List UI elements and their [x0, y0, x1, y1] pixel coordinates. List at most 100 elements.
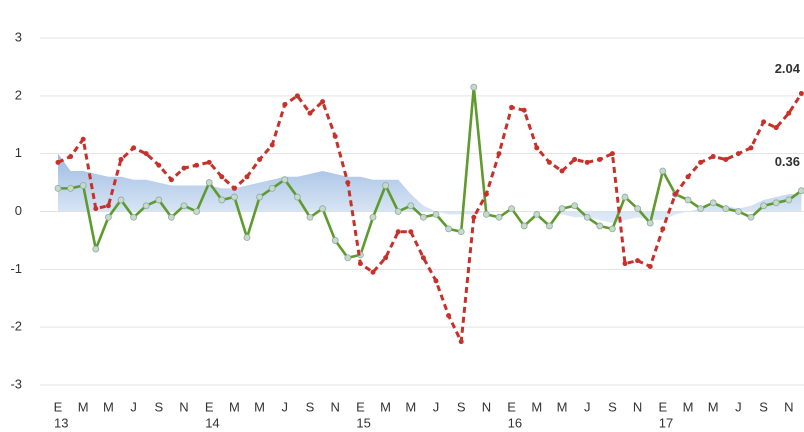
point	[735, 208, 742, 215]
point	[80, 136, 86, 142]
point	[231, 185, 237, 191]
x-tick-label: N	[179, 399, 188, 414]
point	[130, 213, 138, 221]
point	[205, 179, 213, 186]
point	[92, 245, 100, 253]
x-tick-label: M	[405, 399, 416, 414]
point	[268, 184, 276, 192]
point	[457, 228, 465, 236]
y-tick-label: -1	[10, 261, 22, 276]
point	[105, 213, 112, 221]
point	[584, 159, 590, 165]
point	[54, 184, 62, 192]
point	[357, 261, 363, 267]
x-tick-label: M	[531, 399, 542, 414]
point	[786, 110, 792, 116]
y-tick-label: 0	[15, 203, 22, 218]
point	[521, 107, 527, 113]
point	[105, 203, 111, 209]
x-tick-label: M	[103, 399, 114, 414]
point	[93, 206, 99, 212]
point	[307, 110, 313, 116]
point	[193, 208, 201, 215]
x-tick-label: M	[229, 399, 240, 414]
point	[659, 167, 667, 175]
point	[369, 213, 377, 221]
y-tick-label: -2	[10, 319, 22, 334]
point	[306, 213, 314, 221]
point	[534, 145, 540, 151]
x-tick-label: J	[433, 399, 440, 414]
point	[269, 142, 275, 148]
point	[760, 202, 767, 210]
x-tick-label: M	[557, 399, 568, 414]
x-tick-label: S	[457, 399, 466, 414]
point	[244, 174, 250, 180]
point	[332, 133, 338, 139]
point	[647, 263, 653, 269]
point	[243, 234, 251, 241]
point	[798, 187, 804, 195]
point	[698, 159, 704, 165]
point	[131, 145, 137, 151]
point	[345, 180, 351, 186]
point	[772, 199, 780, 207]
point	[118, 156, 124, 162]
x-tick-label: S	[608, 399, 617, 414]
point	[344, 254, 352, 262]
point	[167, 213, 175, 221]
point	[432, 210, 440, 218]
y-tick-label: 3	[15, 29, 22, 44]
x-tick-label: S	[154, 399, 163, 414]
point	[68, 154, 74, 160]
year-label: 17	[659, 415, 673, 430]
point	[646, 219, 654, 227]
x-tick-label: M	[254, 399, 265, 414]
point	[571, 202, 578, 210]
point	[168, 177, 174, 183]
point	[773, 125, 779, 131]
year-label: 15	[356, 415, 370, 430]
point	[394, 208, 402, 215]
annotation: 2.04	[775, 61, 801, 76]
x-tick-label: N	[331, 399, 340, 414]
point	[420, 255, 426, 261]
x-tick-label: S	[306, 399, 315, 414]
x-tick-label: E	[205, 399, 214, 414]
point	[546, 222, 553, 230]
point	[609, 151, 615, 157]
point	[722, 205, 730, 213]
point	[761, 119, 767, 125]
point	[482, 210, 490, 218]
point	[433, 278, 439, 284]
point	[509, 104, 515, 110]
point	[496, 151, 502, 157]
y-tick-label: 2	[15, 87, 22, 102]
point	[446, 313, 452, 319]
point	[596, 222, 604, 230]
point	[79, 182, 87, 189]
x-tick-label: M	[78, 399, 89, 414]
point	[709, 199, 717, 207]
point	[155, 196, 163, 204]
x-tick-label: M	[683, 399, 694, 414]
point	[685, 174, 691, 180]
point	[395, 229, 401, 235]
point	[382, 182, 390, 189]
point	[256, 193, 264, 201]
x-tick-label: J	[735, 399, 742, 414]
point	[710, 154, 716, 160]
point	[483, 191, 489, 197]
point	[735, 151, 741, 157]
point	[331, 237, 339, 244]
point	[445, 225, 453, 233]
point	[748, 145, 754, 151]
point	[583, 213, 591, 221]
point	[621, 193, 629, 201]
point	[419, 213, 427, 221]
x-tick-label: E	[658, 399, 667, 414]
point	[697, 205, 704, 213]
point	[142, 202, 150, 210]
point	[635, 258, 641, 264]
